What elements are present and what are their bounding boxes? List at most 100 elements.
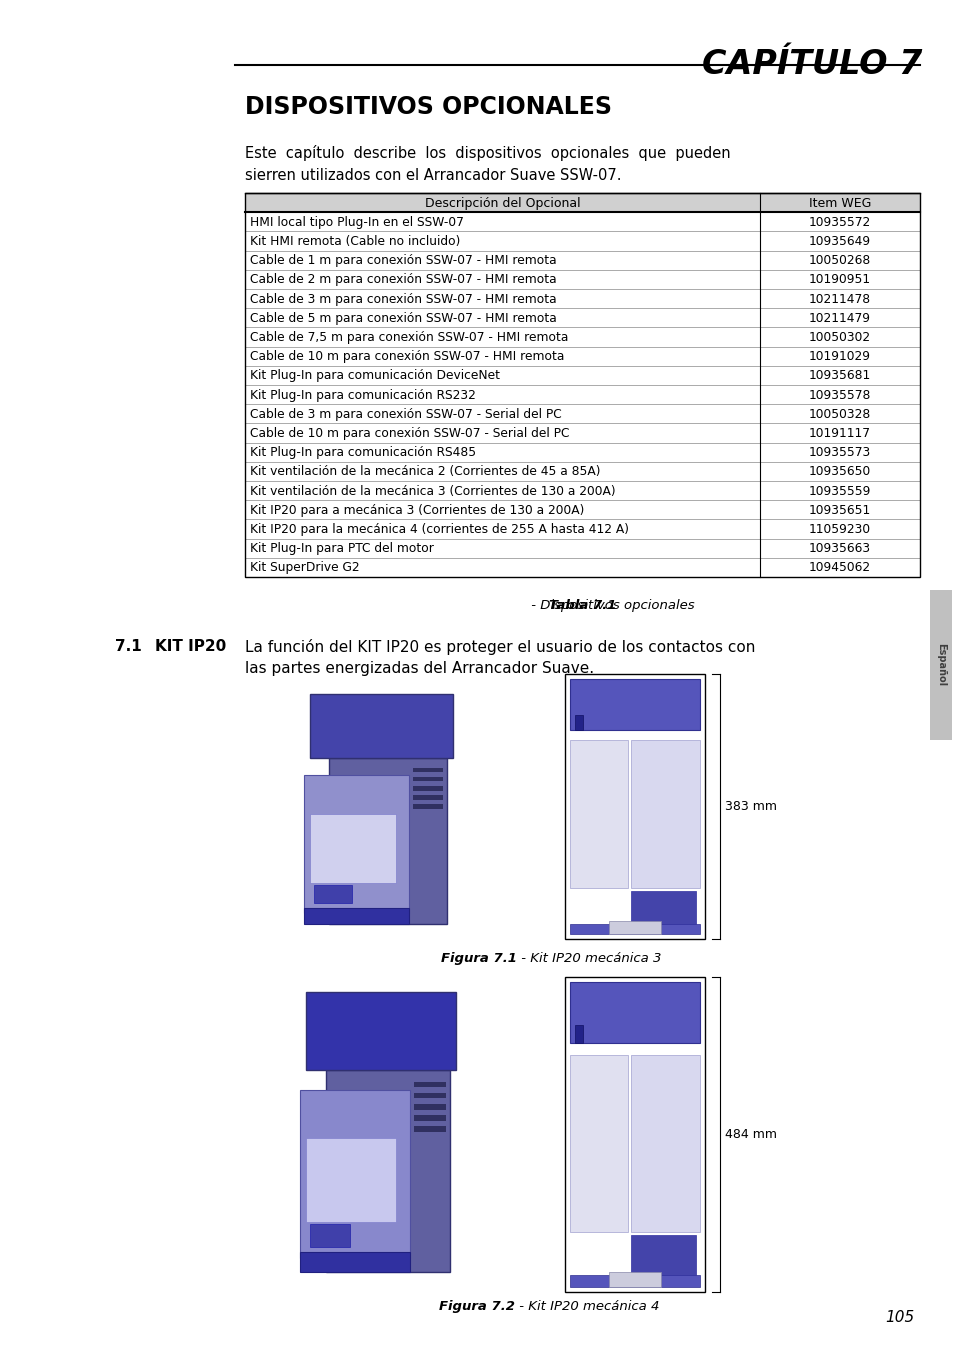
Bar <box>245 501 919 520</box>
Text: Item WEG: Item WEG <box>808 197 870 209</box>
Bar <box>304 775 409 913</box>
Text: Descripción del Opcional: Descripción del Opcional <box>424 197 579 209</box>
Text: 10050268: 10050268 <box>808 254 870 267</box>
Text: Cable de 1 m para conexión SSW-07 - HMI remota: Cable de 1 m para conexión SSW-07 - HMI … <box>250 254 556 267</box>
Bar <box>245 289 919 308</box>
Text: Cable de 2 m para conexión SSW-07 - HMI remota: Cable de 2 m para conexión SSW-07 - HMI … <box>250 274 556 286</box>
Bar <box>413 805 443 809</box>
Text: Kit ventilación de la mecánica 3 (Corrientes de 130 a 200A): Kit ventilación de la mecánica 3 (Corrie… <box>250 485 615 498</box>
Bar <box>245 328 919 347</box>
Text: Cable de 10 m para conexión SSW-07 - HMI remota: Cable de 10 m para conexión SSW-07 - HMI… <box>250 350 564 363</box>
Text: CAPÍTULO 7: CAPÍTULO 7 <box>700 49 921 81</box>
Bar <box>306 1138 395 1222</box>
Text: Kit IP20 para la mecánica 4 (corrientes de 255 A hasta 412 A): Kit IP20 para la mecánica 4 (corrientes … <box>250 522 628 536</box>
Bar <box>329 759 447 923</box>
Bar <box>414 1115 446 1120</box>
Text: 10935572: 10935572 <box>808 216 870 228</box>
Bar <box>245 251 919 270</box>
Text: 10935578: 10935578 <box>808 389 870 401</box>
Text: Kit Plug-In para PTC del motor: Kit Plug-In para PTC del motor <box>250 543 434 555</box>
Bar <box>569 923 700 934</box>
Text: Kit Plug-In para comunicación RS232: Kit Plug-In para comunicación RS232 <box>250 389 476 401</box>
Text: 383 mm: 383 mm <box>724 801 776 813</box>
Text: 10935559: 10935559 <box>808 485 870 498</box>
Bar <box>608 1272 660 1287</box>
Bar <box>413 768 443 772</box>
Text: 11059230: 11059230 <box>808 522 870 536</box>
Text: HMI local tipo Plug-In en el SSW-07: HMI local tipo Plug-In en el SSW-07 <box>250 216 463 228</box>
Bar <box>414 1081 446 1087</box>
Bar <box>299 1089 410 1258</box>
Bar <box>299 1253 410 1272</box>
Bar <box>575 714 582 730</box>
Bar <box>245 424 919 443</box>
Text: KIT IP20: KIT IP20 <box>154 639 226 653</box>
Bar <box>304 909 409 923</box>
Text: Kit IP20 para a mecánica 3 (Corrientes de 130 a 200A): Kit IP20 para a mecánica 3 (Corrientes d… <box>250 504 584 517</box>
Text: DISPOSITIVOS OPCIONALES: DISPOSITIVOS OPCIONALES <box>245 95 612 119</box>
Text: Cable de 10 m para conexión SSW-07 - Serial del PC: Cable de 10 m para conexión SSW-07 - Ser… <box>250 427 569 440</box>
Bar <box>314 884 352 903</box>
Text: Cable de 3 m para conexión SSW-07 - Serial del PC: Cable de 3 m para conexión SSW-07 - Seri… <box>250 408 561 421</box>
Text: Kit HMI remota (Cable no incluido): Kit HMI remota (Cable no incluido) <box>250 235 460 248</box>
Bar <box>245 539 919 558</box>
Text: Cable de 7,5 m para conexión SSW-07 - HMI remota: Cable de 7,5 m para conexión SSW-07 - HM… <box>250 331 568 344</box>
Bar <box>245 558 919 576</box>
Text: - Kit IP20 mecánica 4: - Kit IP20 mecánica 4 <box>515 1300 659 1314</box>
Bar <box>569 679 700 730</box>
Bar <box>245 443 919 462</box>
Bar <box>245 366 919 385</box>
Text: 10935650: 10935650 <box>808 466 870 478</box>
Text: Kit ventilación de la mecánica 2 (Corrientes de 45 a 85A): Kit ventilación de la mecánica 2 (Corrie… <box>250 466 599 478</box>
Bar <box>310 694 453 759</box>
Bar <box>310 814 395 883</box>
Text: 105: 105 <box>884 1310 914 1324</box>
Text: sierren utilizados con el Arrancador Suave SSW-07.: sierren utilizados con el Arrancador Sua… <box>245 167 620 184</box>
Text: 10935651: 10935651 <box>808 504 870 517</box>
Bar <box>413 795 443 799</box>
Text: 10935573: 10935573 <box>808 447 870 459</box>
Bar <box>413 776 443 782</box>
Bar <box>414 1126 446 1133</box>
Bar <box>608 921 660 934</box>
Text: 10935649: 10935649 <box>808 235 870 248</box>
Text: Kit Plug-In para comunicación DeviceNet: Kit Plug-In para comunicación DeviceNet <box>250 370 499 382</box>
Text: 10190951: 10190951 <box>808 274 870 286</box>
Text: Este  capítulo  describe  los  dispositivos  opcionales  que  pueden: Este capítulo describe los dispositivos … <box>245 144 730 161</box>
Bar <box>929 590 951 740</box>
Bar <box>575 1025 582 1044</box>
Text: Figura 7.1: Figura 7.1 <box>441 952 517 965</box>
Text: 10211478: 10211478 <box>808 293 870 305</box>
Text: las partes energizadas del Arrancador Suave.: las partes energizadas del Arrancador Su… <box>245 662 594 676</box>
Bar <box>569 981 700 1044</box>
Text: 10050328: 10050328 <box>808 408 870 421</box>
Bar <box>245 385 919 404</box>
Text: 10935663: 10935663 <box>808 543 870 555</box>
Bar <box>310 1224 350 1247</box>
Bar <box>413 786 443 791</box>
Text: 10050302: 10050302 <box>808 331 870 344</box>
Text: Tabla 7.1: Tabla 7.1 <box>548 599 616 612</box>
Text: - Kit IP20 mecánica 3: - Kit IP20 mecánica 3 <box>517 952 661 965</box>
Bar <box>245 347 919 366</box>
Bar <box>245 462 919 481</box>
Bar <box>569 740 628 888</box>
Bar <box>245 193 919 212</box>
Bar <box>631 1056 700 1233</box>
Bar <box>569 1056 628 1233</box>
Text: Figura 7.2: Figura 7.2 <box>438 1300 515 1314</box>
Text: Cable de 5 m para conexión SSW-07 - HMI remota: Cable de 5 m para conexión SSW-07 - HMI … <box>250 312 557 325</box>
Bar <box>631 740 700 888</box>
Bar <box>245 404 919 424</box>
Text: 10191029: 10191029 <box>808 350 870 363</box>
Bar <box>245 193 919 576</box>
Text: 10935681: 10935681 <box>808 370 870 382</box>
Bar <box>569 1274 700 1287</box>
Bar <box>245 231 919 251</box>
Text: 484 mm: 484 mm <box>724 1129 776 1141</box>
Text: 10211479: 10211479 <box>808 312 870 325</box>
Bar <box>245 212 919 231</box>
Bar <box>326 1071 450 1272</box>
Text: Kit Plug-In para comunicación RS485: Kit Plug-In para comunicación RS485 <box>250 447 476 459</box>
Text: La función del KIT IP20 es proteger el usuario de los contactos con: La función del KIT IP20 es proteger el u… <box>245 639 755 655</box>
